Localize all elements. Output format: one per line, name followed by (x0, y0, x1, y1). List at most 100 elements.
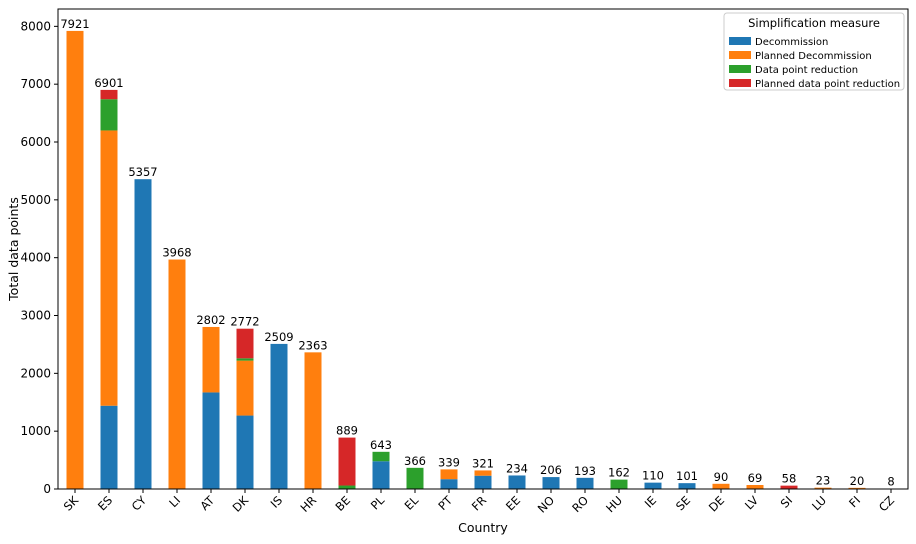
total-label-at: 2802 (196, 313, 225, 327)
total-label-hr: 2363 (298, 338, 327, 352)
bar-es-series-2 (100, 99, 118, 131)
x-tick-label-el: EL (402, 493, 422, 513)
x-tick-label-de: DE (706, 493, 727, 514)
total-label-li: 3968 (162, 246, 191, 260)
total-label-fi: 20 (850, 474, 865, 488)
bar-pl-series-2 (372, 451, 390, 462)
bar-is-series-0 (270, 343, 288, 489)
x-tick-label-es: ES (95, 493, 115, 513)
total-label-si: 58 (782, 472, 797, 486)
total-label-ie: 110 (642, 469, 664, 483)
x-tick-label-dk: DK (230, 493, 252, 515)
total-label-de: 90 (714, 470, 729, 484)
x-axis-label: Country (458, 520, 508, 535)
total-label-sk: 7921 (60, 17, 89, 31)
y-tick-label: 7000 (20, 77, 51, 91)
bar-el-series-2 (406, 467, 424, 489)
x-tick-label-si: SI (778, 493, 795, 510)
x-tick-label-li: LI (166, 493, 183, 510)
bar-at-series-1 (202, 326, 220, 393)
bar-fi-series-1 (848, 487, 866, 489)
x-tick-label-lv: LV (742, 493, 761, 512)
total-label-es: 6901 (94, 76, 123, 90)
bar-li-series-1 (168, 259, 186, 489)
total-label-se: 101 (676, 469, 698, 483)
x-tick-label-lu: LU (809, 493, 829, 513)
total-labels-layer: 7921 6901 5357 3968 2802 2772 2509 2363 889 643 36… (60, 17, 894, 489)
bar-at-series-0 (202, 392, 220, 489)
x-tick-label-hu: HU (603, 493, 625, 515)
y-tick-label: 5000 (20, 193, 51, 207)
bar-se-series-0 (678, 483, 696, 489)
bar-be-series-2 (338, 485, 356, 489)
x-tick-label-ie: IE (642, 493, 659, 510)
x-tick-label-is: IS (268, 493, 285, 510)
legend-swatch-0 (729, 37, 751, 45)
bar-pt-series-0 (440, 479, 458, 489)
total-label-no: 206 (540, 463, 562, 477)
bar-hr-series-1 (304, 352, 322, 489)
bar-dk-series-2 (236, 358, 254, 361)
x-tick-label-hr: HR (297, 493, 319, 515)
y-axis: 0 1000 2000 3000 4000 5000 6000 7000 8000 (20, 19, 58, 496)
total-label-be: 889 (336, 424, 358, 438)
x-tick-label-cy: CY (129, 493, 150, 514)
bar-lv-series-1 (746, 485, 764, 489)
total-label-hu: 162 (608, 466, 630, 480)
total-label-cy: 5357 (128, 165, 157, 179)
total-label-el: 366 (404, 454, 426, 468)
bar-dk-series-1 (236, 360, 254, 416)
x-tick-label-ro: RO (569, 493, 591, 515)
x-tick-label-sk: SK (61, 493, 82, 514)
bar-no-series-0 (542, 477, 560, 489)
bar-es-series-3 (100, 89, 118, 100)
bar-sk-series-1 (66, 30, 84, 490)
legend: Simplification measure Decommission Plann… (723, 12, 905, 91)
legend-label-1: Planned Decommission (755, 51, 872, 62)
total-label-fr: 321 (472, 456, 494, 470)
legend-items: Decommission Planned Decommission Data poi… (729, 37, 900, 90)
y-tick-label: 2000 (20, 366, 51, 380)
x-tick-label-cz: CZ (876, 493, 897, 514)
bar-de-series-1 (712, 483, 730, 489)
x-tick-label-fi: FI (846, 493, 863, 510)
x-tick-label-be: BE (333, 493, 354, 514)
legend-swatch-3 (729, 79, 751, 87)
total-label-cz: 8 (887, 475, 894, 489)
x-tick-label-no: NO (535, 493, 557, 515)
total-label-ro: 193 (574, 464, 596, 478)
total-label-dk: 2772 (230, 315, 259, 329)
total-label-is: 2509 (264, 330, 293, 344)
x-tick-label-pt: PT (435, 493, 455, 513)
bar-dk-series-0 (236, 415, 254, 489)
legend-label-2: Data point reduction (755, 65, 858, 76)
legend-box (723, 12, 905, 91)
y-tick-label: 0 (43, 482, 51, 496)
bar-pt-series-1 (440, 469, 458, 480)
x-tick-label-ee: EE (503, 493, 523, 513)
bar-es-series-0 (100, 405, 118, 489)
legend-swatch-1 (729, 51, 751, 59)
x-axis: SK ES CY LI AT DK IS HR BE PL EL PT FR EE NO RO HU IE SE DE… (61, 489, 897, 516)
legend-title: Simplification measure (748, 16, 880, 30)
y-tick-label: 3000 (20, 309, 51, 323)
total-label-ee: 234 (506, 461, 528, 475)
legend-swatch-2 (729, 65, 751, 73)
bar-ee-series-0 (508, 475, 526, 489)
y-axis-label: Total data points (6, 197, 21, 302)
bar-dk-series-3 (236, 328, 254, 359)
total-label-pt: 339 (438, 455, 460, 469)
bar-es-series-1 (100, 130, 118, 406)
bar-lu-series-1 (814, 487, 832, 489)
y-tick-label: 1000 (20, 424, 51, 438)
bar-fr-series-1 (474, 470, 492, 476)
x-tick-label-at: AT (197, 493, 217, 513)
bar-si-series-3 (780, 485, 798, 489)
y-tick-label: 8000 (20, 19, 51, 33)
bar-cy-series-0 (134, 179, 152, 490)
legend-label-3: Planned data point reduction (755, 79, 900, 90)
bar-hu-series-2 (610, 479, 628, 489)
bar-fr-series-0 (474, 475, 492, 489)
y-tick-label: 6000 (20, 135, 51, 149)
